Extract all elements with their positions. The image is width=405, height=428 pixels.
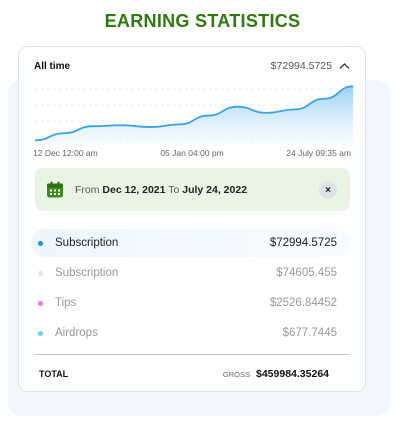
date-range-text: From Dec 12, 2021 To July 24, 2022 — [75, 184, 247, 196]
list-item-value: $2526.84452 — [269, 297, 337, 309]
page-title: EARNING STATISTICS — [104, 11, 301, 31]
total-label: TOTAL — [39, 369, 69, 379]
legend-dot — [38, 270, 43, 276]
list-item[interactable]: Airdrops $677.7445 — [31, 319, 350, 347]
gross-label: GROSS — [222, 369, 250, 379]
total-row: TOTAL GROSS $459984.35264 — [39, 368, 329, 380]
date-filter: From Dec 12, 2021 To July 24, 2022 × — [35, 168, 350, 211]
list-item[interactable]: Subscription $74605.455 — [31, 259, 350, 287]
earnings-area-chart — [35, 85, 353, 145]
chart-area — [35, 86, 353, 145]
calendar-icon — [47, 181, 63, 197]
list-item-value: $74605.455 — [276, 267, 337, 279]
gross-value: $459984.35264 — [256, 368, 329, 380]
header-total: $72994.5725 — [271, 60, 350, 72]
card-header: All time $72994.5725 — [34, 57, 350, 75]
legend-dot — [38, 240, 43, 246]
list-item[interactable]: Tips $2526.84452 — [31, 289, 350, 317]
list-item-label: Airdrops — [55, 327, 98, 339]
x-tick-label: 12 Dec 12:00 am — [33, 148, 98, 158]
chart-line — [35, 85, 353, 142]
list-item-label: Subscription — [55, 237, 119, 249]
clear-date-button[interactable]: × — [319, 181, 337, 199]
legend-dot — [38, 300, 43, 306]
to-date: July 24, 2022 — [182, 183, 248, 196]
x-tick-label: 05 Jan 04:00 pm — [160, 148, 224, 158]
header-amount: $72994.5725 — [270, 60, 332, 72]
list-item-value: $677.7445 — [282, 327, 337, 339]
legend-dot — [38, 330, 43, 336]
chevron-up-icon[interactable] — [339, 62, 350, 70]
earning-card: All time $72994.5725 12 Dec 12:00 am 05 J… — [18, 46, 366, 392]
list-item[interactable]: Subscription $72994.5725 — [31, 229, 350, 257]
list-item-label: Subscription — [55, 267, 119, 279]
divider — [35, 354, 349, 355]
list-item-value: $72994.5725 — [269, 237, 337, 249]
list-item-label: Tips — [55, 297, 77, 309]
from-date: Dec 12, 2021 — [102, 183, 166, 196]
close-icon: × — [325, 184, 331, 196]
breakdown-list: Subscription $72994.5725 Subscription $7460… — [31, 229, 350, 349]
to-label: To — [168, 183, 180, 196]
from-label: From — [75, 183, 100, 196]
range-label: All time — [34, 60, 71, 72]
x-tick-label: 24 July 09:35 am — [286, 148, 351, 158]
x-axis-labels: 12 Dec 12:00 am 05 Jan 04:00 pm 24 July 09… — [33, 148, 351, 158]
